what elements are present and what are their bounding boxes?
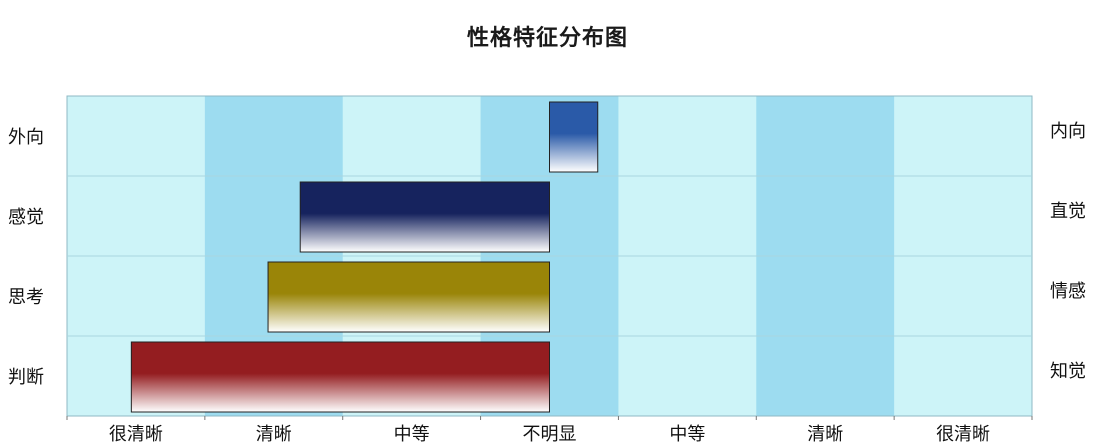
x-tick-label: 很清晰 (936, 424, 990, 444)
x-tick-labels: 很清晰 清晰 中等 不明显 中等 清晰 很清晰 (109, 424, 990, 444)
chart-title: 性格特征分布图 (466, 26, 628, 51)
x-tick-label: 很清晰 (109, 424, 163, 444)
bar-3 (130, 341, 550, 413)
bars-group (130, 101, 599, 413)
right-category-label: 情感 (1050, 281, 1086, 302)
right-category-label: 内向 (1050, 121, 1086, 142)
left-category-label: 判断 (8, 367, 44, 388)
bar-0 (549, 101, 599, 173)
right-category-label: 知觉 (1050, 361, 1086, 382)
right-category-label: 直觉 (1050, 201, 1086, 222)
left-category-label: 思考 (8, 287, 44, 308)
bar-2 (267, 261, 550, 333)
x-tick-label: 中等 (669, 424, 705, 444)
left-category-label: 感觉 (8, 207, 44, 228)
x-tick-label: 清晰 (807, 424, 843, 444)
bar-1 (299, 181, 551, 253)
x-tick-label: 清晰 (256, 424, 292, 444)
x-tick-label: 不明显 (523, 424, 577, 444)
x-tick-label: 中等 (394, 424, 430, 444)
plot-frame (66, 95, 1033, 420)
left-category-label: 外向 (8, 127, 44, 148)
